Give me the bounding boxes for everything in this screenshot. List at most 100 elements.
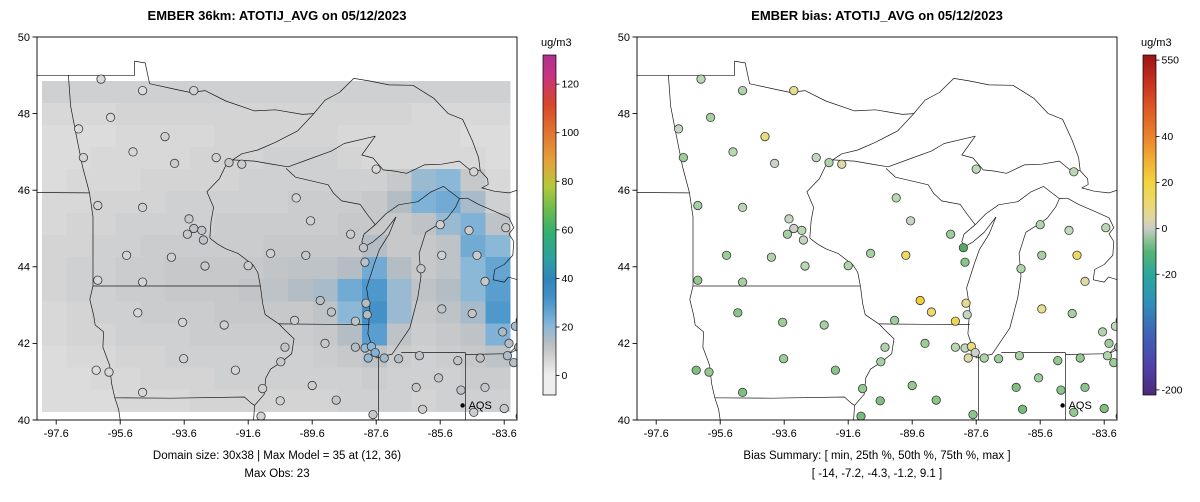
station-marker (970, 347, 980, 358)
station-marker (93, 200, 103, 211)
station-marker (411, 382, 421, 392)
station-marker (993, 354, 1004, 364)
station-marker (738, 86, 748, 96)
station-marker (797, 225, 807, 235)
station-marker (920, 338, 930, 348)
svg-text:48: 48 (618, 108, 630, 120)
station-marker (237, 159, 247, 169)
station-marker (1075, 353, 1085, 363)
station-marker (901, 250, 911, 260)
station-marker (1069, 407, 1079, 417)
station-marker (138, 202, 148, 212)
bias-caption-values: [ -14, -7.2, -4.3, -1.2, 9.1 ] (811, 468, 943, 480)
station-marker (693, 200, 703, 211)
station-marker (926, 307, 936, 317)
station-marker (363, 353, 373, 363)
svg-text:-85.6: -85.6 (1028, 428, 1053, 440)
station-marker (74, 124, 84, 134)
station-marker (464, 225, 474, 235)
station-marker (189, 86, 199, 96)
svg-text:80: 80 (562, 176, 574, 188)
station-marker (691, 365, 701, 375)
svg-text:120: 120 (562, 79, 580, 91)
station-marker (722, 250, 732, 260)
station-marker (368, 409, 378, 420)
station-marker (350, 342, 360, 352)
colorbar (1142, 54, 1157, 396)
station-marker (510, 321, 517, 331)
legend-label: AQS (469, 400, 492, 412)
station-marker (504, 338, 514, 348)
station-marker (170, 158, 180, 168)
svg-text:-97.6: -97.6 (644, 428, 669, 440)
station-marker (502, 351, 512, 361)
station-marker (433, 373, 444, 383)
station-marker (678, 153, 689, 163)
station-marker (1067, 308, 1077, 319)
svg-text:20: 20 (562, 322, 574, 334)
station-marker (265, 248, 276, 258)
station-marker (1017, 404, 1028, 414)
station-marker (963, 353, 973, 363)
colorbar-units-label: ug/m3 (1141, 37, 1172, 49)
station-marker (1097, 327, 1108, 337)
svg-text:-87.6: -87.6 (964, 428, 989, 440)
svg-text:20: 20 (1162, 177, 1174, 189)
station-marker (435, 220, 445, 230)
station-marker (1033, 373, 1044, 383)
station-marker (497, 327, 508, 337)
station-marker (166, 252, 176, 262)
station-marker (499, 403, 509, 414)
station-marker (1080, 382, 1090, 392)
station-marker (320, 338, 330, 348)
station-marker (182, 229, 192, 239)
station-marker (693, 275, 703, 285)
model-map-canvas: AQS -97.6 -95.6 -93.6 -91.6 -89.6 -87.6 -85.6 -8… (18, 32, 580, 440)
station-marker (830, 365, 840, 375)
station-marker (179, 354, 189, 364)
station-marker (931, 395, 941, 405)
station-marker (1011, 382, 1021, 392)
station-marker (243, 261, 253, 271)
station-marker (91, 365, 101, 375)
station-marker (361, 298, 371, 308)
station-marker (784, 214, 794, 224)
station-marker (467, 308, 477, 319)
station-marker (1014, 351, 1024, 361)
station-marker (198, 235, 208, 245)
station-marker (738, 387, 748, 397)
station-marker (362, 310, 372, 320)
station-marker (907, 380, 917, 391)
station-marker (291, 193, 301, 203)
station-marker (480, 382, 490, 392)
station-marker (370, 347, 380, 358)
station-marker (200, 261, 210, 271)
station-marker (301, 250, 311, 260)
station-marker (1037, 304, 1047, 314)
station-marker (971, 164, 981, 174)
svg-text:-85.6: -85.6 (428, 428, 453, 440)
station-marker (78, 153, 89, 163)
station-marker (437, 304, 447, 314)
station-marker (945, 229, 956, 239)
station-marker (811, 153, 821, 163)
svg-text:-93.6: -93.6 (172, 428, 197, 440)
svg-text:40: 40 (1162, 131, 1174, 143)
svg-text:42: 42 (18, 338, 30, 350)
svg-text:40: 40 (618, 415, 630, 427)
station-marker (104, 367, 114, 377)
station-marker (480, 276, 490, 286)
station-marker (738, 202, 748, 212)
station-marker (738, 277, 748, 287)
station-marker (184, 214, 194, 224)
station-marker (880, 342, 890, 352)
colorbar (542, 54, 557, 396)
svg-text:-83.6: -83.6 (1092, 428, 1117, 440)
station-marker (958, 243, 968, 253)
station-marker (843, 261, 853, 271)
station-marker (778, 317, 788, 327)
station-marker (865, 248, 876, 258)
svg-text:44: 44 (618, 262, 630, 274)
station-marker (979, 353, 989, 363)
svg-text:-20: -20 (1162, 269, 1177, 281)
